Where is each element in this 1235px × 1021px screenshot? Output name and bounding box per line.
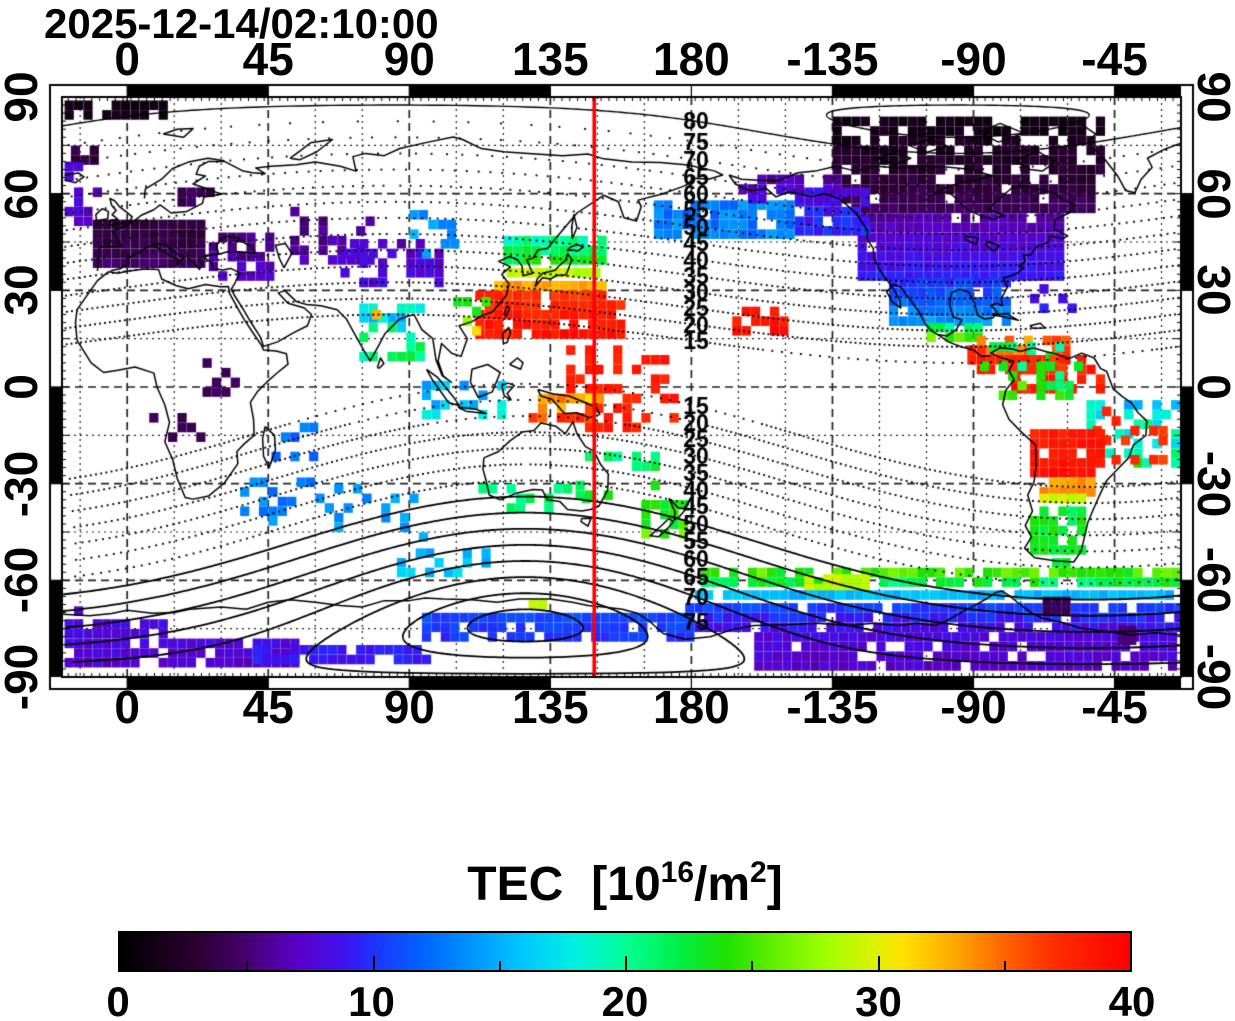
- lon-tick-label-bottom-6: -90: [940, 681, 1007, 733]
- colorbar-tick-label-3: 30: [855, 978, 902, 1021]
- lat-tick-label-left-1: 60: [0, 168, 47, 220]
- lat-tick-label-right-0: 90: [1188, 71, 1235, 123]
- lon-tick-label-top-5: -135: [786, 33, 879, 85]
- colorbar-unit-base: [10: [591, 858, 661, 911]
- colorbar-minor-tick-15: [498, 961, 501, 970]
- lat-tick-label-left-4: -30: [0, 450, 47, 517]
- lon-tick-label-top-3: 135: [511, 33, 589, 85]
- lon-tick-label-top-6: -90: [940, 33, 1007, 85]
- colorbar-tick-label-1: 10: [348, 978, 395, 1021]
- lon-tick-label-top-7: -45: [1081, 33, 1148, 85]
- timestamp: 2025-12-14/02:10:00: [44, 0, 439, 47]
- lon-tick-label-top-2: 90: [383, 33, 435, 85]
- colorbar-minor-tick-20: [625, 956, 627, 970]
- lon-tick-label-top-1: 45: [242, 33, 294, 85]
- colorbar-minor-tick-10: [372, 956, 375, 970]
- lat-tick-label-left-0: 90: [0, 71, 47, 123]
- colorbar-minor-tick-30: [877, 956, 880, 970]
- lon-tick-label-bottom-4: 180: [653, 681, 730, 733]
- lat-tick-label-right-6: -90: [1188, 643, 1235, 711]
- lat-tick-label-right-4: -30: [1188, 450, 1235, 517]
- colorbar-title: TEC [1016/m2]: [0, 856, 1235, 912]
- colorbar-unit-exponent-2: 2: [750, 856, 767, 889]
- colorbar-tick-label-2: 20: [601, 978, 649, 1021]
- lat-tick-label-right-5: -60: [1188, 547, 1235, 614]
- colorbar-title-word: TEC: [467, 858, 564, 911]
- lon-tick-label-bottom-7: -45: [1081, 681, 1148, 733]
- colorbar: [118, 931, 1132, 972]
- lat-tick-label-left-2: 30: [0, 264, 47, 316]
- lon-tick-label-bottom-5: -135: [786, 681, 879, 733]
- colorbar-minor-tick-25: [751, 961, 754, 970]
- colorbar-unit-exponent: 16: [660, 856, 695, 889]
- colorbar-minor-tick-35: [1003, 961, 1006, 970]
- lat-tick-label-right-3: 0: [1188, 374, 1235, 400]
- lon-tick-label-bottom-1: 45: [242, 681, 294, 733]
- colorbar-unit-close: ]: [766, 858, 783, 911]
- lon-tick-label-bottom-2: 90: [383, 681, 435, 733]
- lon-tick-label-top-4: 180: [653, 33, 730, 85]
- lon-tick-label-top-0: 0: [114, 33, 140, 85]
- colorbar-tick-label-0: 0: [106, 978, 130, 1021]
- lat-tick-label-right-2: 30: [1188, 264, 1235, 316]
- colorbar-unit-mid: /m: [694, 858, 751, 911]
- lon-tick-label-bottom-0: 0: [114, 681, 140, 733]
- colorbar-tick-label-4: 40: [1108, 978, 1156, 1021]
- lon-tick-label-bottom-3: 135: [511, 681, 589, 733]
- lat-tick-label-left-3: 0: [0, 374, 47, 400]
- colorbar-minor-tick-5: [246, 961, 249, 970]
- lat-tick-label-left-6: -90: [0, 643, 47, 711]
- lat-tick-label-right-1: 60: [1188, 168, 1235, 220]
- lat-tick-label-left-5: -60: [0, 547, 47, 614]
